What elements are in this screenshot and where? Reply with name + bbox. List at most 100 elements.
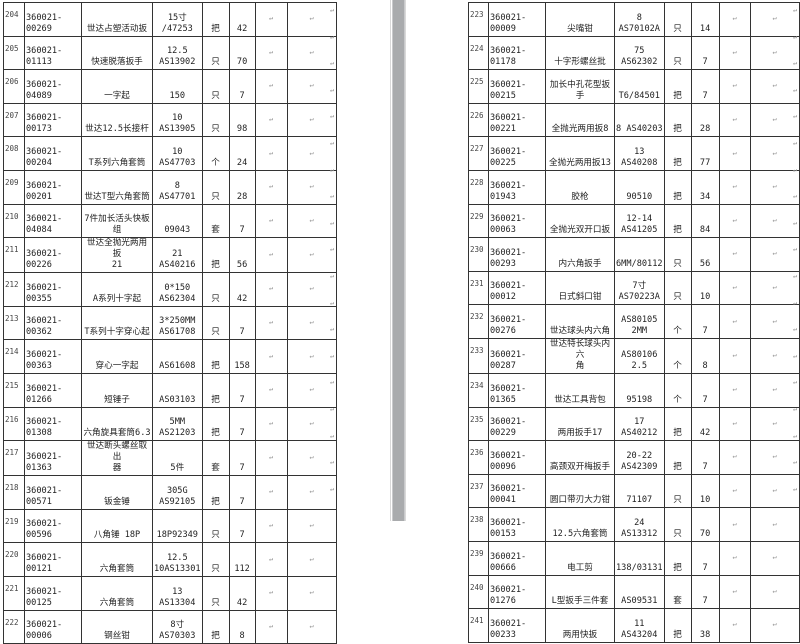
- item-unit: 个: [663, 337, 692, 374]
- empty-cell: ↵: [286, 609, 337, 644]
- item-quantity: 42: [690, 406, 720, 442]
- item-code: 360021-00006: [24, 609, 82, 644]
- row-number: 217: [3, 440, 25, 477]
- row-end-mark: ↵: [793, 218, 798, 227]
- empty-cell: ↵: [718, 203, 751, 239]
- item-unit: 把: [201, 475, 230, 510]
- item-name: T系列十字穿心起: [81, 305, 153, 341]
- empty-cell: ↵: [254, 508, 288, 544]
- item-quantity: 70: [690, 507, 720, 542]
- item-code: 360021-00233: [488, 608, 546, 643]
- row-end-mark: ↵: [793, 32, 798, 41]
- row-end-mark: ↵: [330, 458, 335, 467]
- item-quantity: 7: [690, 304, 720, 339]
- item-unit: 把: [201, 406, 230, 442]
- item-quantity: 7: [228, 372, 256, 408]
- row-end-mark: ↵: [330, 165, 335, 174]
- table-row: 237 360021-00041 圆口带刃大力钳 71107 只 10 ↵ ↵: [468, 473, 800, 509]
- item-spec: 8寸 AS70303: [152, 609, 203, 644]
- item-quantity: 7: [228, 305, 256, 341]
- empty-cell: ↵: [749, 102, 800, 138]
- item-unit: 把: [663, 136, 692, 171]
- item-unit: 只: [201, 575, 230, 611]
- empty-cell: ↵: [286, 169, 337, 205]
- item-unit: 套: [663, 574, 692, 610]
- item-name: 世达全抛光两用扳 21: [81, 237, 153, 274]
- row-end-mark: ↵: [330, 351, 335, 360]
- empty-cell: ↵: [718, 136, 751, 171]
- row-number: 222: [3, 609, 25, 644]
- row-number: 232: [468, 304, 489, 339]
- empty-cell: ↵: [254, 475, 288, 510]
- item-spec: 0*150 AS62304: [152, 272, 203, 307]
- row-number: 216: [3, 406, 25, 442]
- item-name: 12.5六角套筒: [545, 507, 615, 542]
- item-quantity: 7: [690, 35, 720, 71]
- item-quantity: 24: [228, 136, 256, 171]
- item-quantity: 7: [228, 475, 256, 510]
- table-row: 208 360021-00204 T系列六角套筒 10 AS47703 个 24 ↵ ↵: [3, 136, 337, 171]
- row-end-mark: ↵: [330, 59, 335, 68]
- item-spec: 09043: [152, 203, 203, 239]
- row-number: 239: [468, 540, 489, 576]
- table-row: 221 360021-00125 六角套筒 13 AS13304 只 42 ↵ ↵: [3, 575, 337, 611]
- row-number: 211: [3, 237, 25, 274]
- row-number: 236: [468, 440, 489, 475]
- item-quantity: 7: [228, 69, 256, 104]
- row-number: 234: [468, 372, 489, 408]
- table-row: 231 360021-00012 日式斜口钳 7寸 AS70223A 只 10 ↵ ↵: [468, 270, 800, 306]
- row-number: 215: [3, 372, 25, 408]
- empty-cell: ↵: [718, 507, 751, 542]
- item-name: 7件加长活头快板 组: [81, 203, 153, 239]
- item-name: 全抛光两用扳8: [545, 102, 615, 138]
- item-spec: 95198: [614, 372, 665, 408]
- item-code: 360021-00125: [24, 575, 82, 611]
- row-end-mark: ↵: [793, 192, 798, 201]
- table-row: 236 360021-00096 高颈双开梅扳手 20-22 AS42309 把 7 ↵ ↵: [468, 440, 800, 475]
- item-code: 360021-00362: [24, 305, 82, 341]
- item-quantity: 8: [228, 609, 256, 644]
- empty-cell: ↵: [286, 305, 337, 341]
- item-unit: 把: [663, 540, 692, 576]
- row-end-mark: ↵: [330, 139, 335, 147]
- empty-cell: ↵: [749, 69, 800, 104]
- item-name: 钢丝钳: [81, 609, 153, 644]
- empty-cell: ↵: [286, 102, 337, 138]
- empty-cell: ↵: [718, 69, 751, 104]
- item-code: 360021-00226: [24, 237, 82, 274]
- row-number: 235: [468, 406, 489, 442]
- empty-cell: ↵: [718, 473, 751, 509]
- empty-cell: ↵: [286, 508, 337, 544]
- item-name: 内六角扳手: [545, 237, 615, 272]
- item-code: 360021-00012: [488, 270, 546, 306]
- item-unit: 只: [663, 2, 692, 37]
- table-row: 241 360021-00233 两用快扳 11 AS43204 把 38 ↵ ↵: [468, 608, 800, 643]
- item-name: 世达球头内六角: [545, 304, 615, 339]
- table-row: 230 360021-00293 内六角扳手 6MM/80112 只 56 ↵ ↵: [468, 237, 800, 272]
- item-spec: 24 AS13312: [614, 507, 665, 542]
- item-spec: 6MM/80112: [614, 237, 665, 272]
- item-code: 360021-01943: [488, 169, 546, 205]
- row-end-mark: ↵: [793, 272, 798, 280]
- item-name: 全抛光两用扳13: [545, 136, 615, 171]
- empty-cell: ↵: [718, 337, 751, 374]
- table-row: 239 360021-00666 电工剪 138/03131 把 7 ↵ ↵: [468, 540, 800, 576]
- item-name: 圆口带刃大力钳: [545, 473, 615, 509]
- item-code: 360021-01308: [24, 406, 82, 442]
- table-row: 235 360021-00229 两用扳手17 17 AS40212 把 42 ↵ ↵: [468, 406, 800, 442]
- item-spec: AS09531: [614, 574, 665, 610]
- row-number: 212: [3, 272, 25, 307]
- item-name: 两用扳手17: [545, 406, 615, 442]
- row-number: 206: [3, 69, 25, 104]
- item-unit: 只: [201, 35, 230, 71]
- item-unit: 把: [663, 169, 692, 205]
- row-number: 241: [468, 608, 489, 643]
- item-code: 360021-01178: [488, 35, 546, 71]
- row-end-mark: ↵: [330, 32, 335, 41]
- item-name: 六角套筒: [81, 542, 153, 577]
- table-row: 233 360021-00287 世达特长球头内六 角 AS80106 2.5 个 8 ↵ ↵: [468, 337, 800, 374]
- empty-cell: ↵: [718, 540, 751, 576]
- item-code: 360021-04089: [24, 69, 82, 104]
- row-number: 214: [3, 339, 25, 374]
- item-code: 360021-00201: [24, 169, 82, 205]
